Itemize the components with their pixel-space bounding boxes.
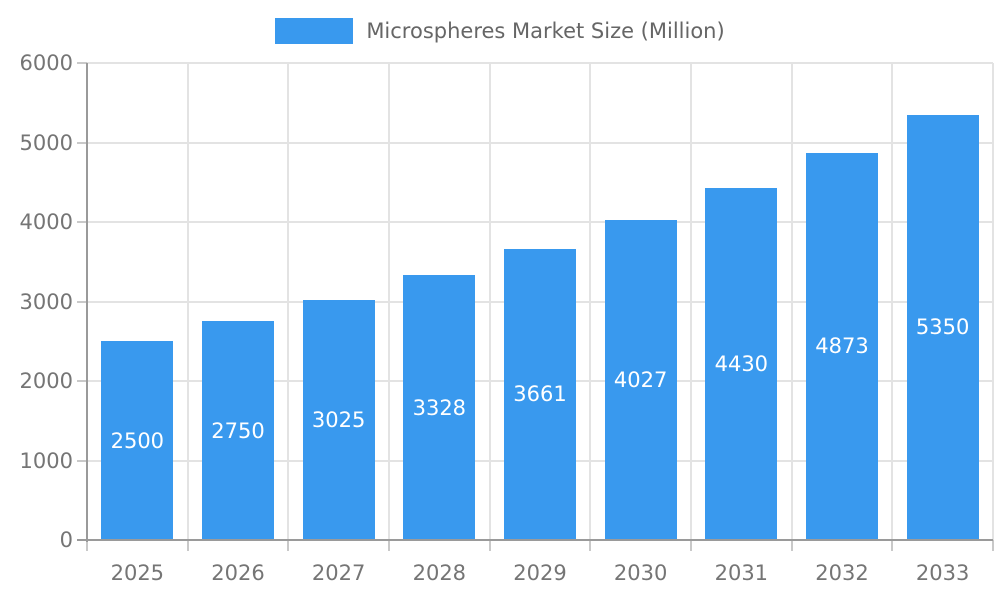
bar-value-label: 2500 bbox=[110, 428, 165, 453]
y-axis-tick-label: 2000 bbox=[19, 369, 73, 393]
bar-value-label: 3328 bbox=[412, 395, 467, 420]
x-tick bbox=[690, 540, 692, 551]
y-axis-tick-label: 4000 bbox=[19, 210, 73, 234]
bar-value-label: 4873 bbox=[815, 334, 869, 359]
x-tick bbox=[388, 540, 390, 551]
gridline-vertical bbox=[488, 63, 491, 540]
bar-value-label: 3661 bbox=[513, 382, 567, 407]
x-axis-tick-label: 2033 bbox=[915, 561, 970, 585]
bar-2029 bbox=[504, 248, 576, 540]
x-axis-tick-label: 2026 bbox=[211, 561, 265, 585]
gridline-vertical bbox=[287, 63, 290, 540]
y-axis-tick-label: 3000 bbox=[19, 289, 73, 314]
y-axis-tick-label: 1000 bbox=[19, 448, 73, 473]
bar-value-label: 2750 bbox=[211, 418, 265, 443]
x-tick bbox=[589, 540, 592, 551]
bar-2031 bbox=[705, 187, 778, 540]
x-axis-tick-label: 2029 bbox=[513, 561, 567, 585]
gridline-horizontal bbox=[87, 141, 993, 144]
bar-value-label: 4027 bbox=[613, 367, 668, 392]
x-tick bbox=[287, 540, 290, 551]
bar-value-label: 5350 bbox=[915, 315, 970, 340]
legend-label: Microspheres Market Size (Million) bbox=[366, 19, 725, 43]
gridline-vertical bbox=[690, 63, 692, 540]
gridline-vertical bbox=[992, 63, 994, 540]
x-tick bbox=[790, 540, 793, 551]
x-axis-tick-label: 2031 bbox=[714, 561, 769, 585]
y-tick bbox=[77, 141, 87, 144]
gridline-vertical bbox=[790, 63, 793, 540]
bar-2030 bbox=[604, 219, 677, 540]
y-axis-line bbox=[86, 63, 88, 542]
bar-2026 bbox=[202, 321, 274, 540]
gridline-vertical bbox=[589, 63, 592, 540]
y-tick bbox=[77, 459, 87, 462]
x-axis-tick-label: 2027 bbox=[311, 561, 366, 585]
chart-legend: Microspheres Market Size (Million) bbox=[0, 16, 1000, 46]
x-axis-tick-label: 2025 bbox=[110, 561, 165, 585]
y-axis-tick-label: 5000 bbox=[19, 130, 73, 155]
bar-2032 bbox=[806, 152, 878, 540]
legend-swatch bbox=[275, 18, 354, 44]
gridline-horizontal bbox=[87, 62, 993, 64]
bar-value-label: 4430 bbox=[714, 351, 769, 376]
x-tick bbox=[86, 540, 88, 551]
y-tick bbox=[77, 300, 87, 303]
bar-2025 bbox=[101, 341, 174, 540]
gridline-vertical bbox=[388, 63, 390, 540]
y-axis-tick-label: 6000 bbox=[19, 51, 73, 75]
y-tick bbox=[77, 380, 87, 382]
x-axis-tick-label: 2030 bbox=[613, 561, 668, 585]
bar-2033 bbox=[906, 114, 979, 540]
gridline-vertical bbox=[891, 63, 894, 540]
x-tick bbox=[891, 540, 894, 551]
gridline-horizontal bbox=[87, 221, 993, 223]
bar-2027 bbox=[302, 299, 375, 540]
x-axis-tick-label: 2032 bbox=[815, 561, 869, 585]
bar-2028 bbox=[403, 275, 476, 540]
x-tick bbox=[186, 540, 189, 551]
y-axis-tick-label: 0 bbox=[59, 528, 73, 552]
bar-value-label: 3025 bbox=[311, 407, 366, 432]
gridline-vertical bbox=[186, 63, 189, 540]
x-axis-line bbox=[77, 539, 993, 541]
x-tick bbox=[488, 540, 491, 551]
x-axis-tick-label: 2028 bbox=[412, 561, 467, 585]
y-tick bbox=[77, 62, 87, 64]
y-tick bbox=[77, 221, 87, 223]
x-tick bbox=[992, 540, 994, 551]
